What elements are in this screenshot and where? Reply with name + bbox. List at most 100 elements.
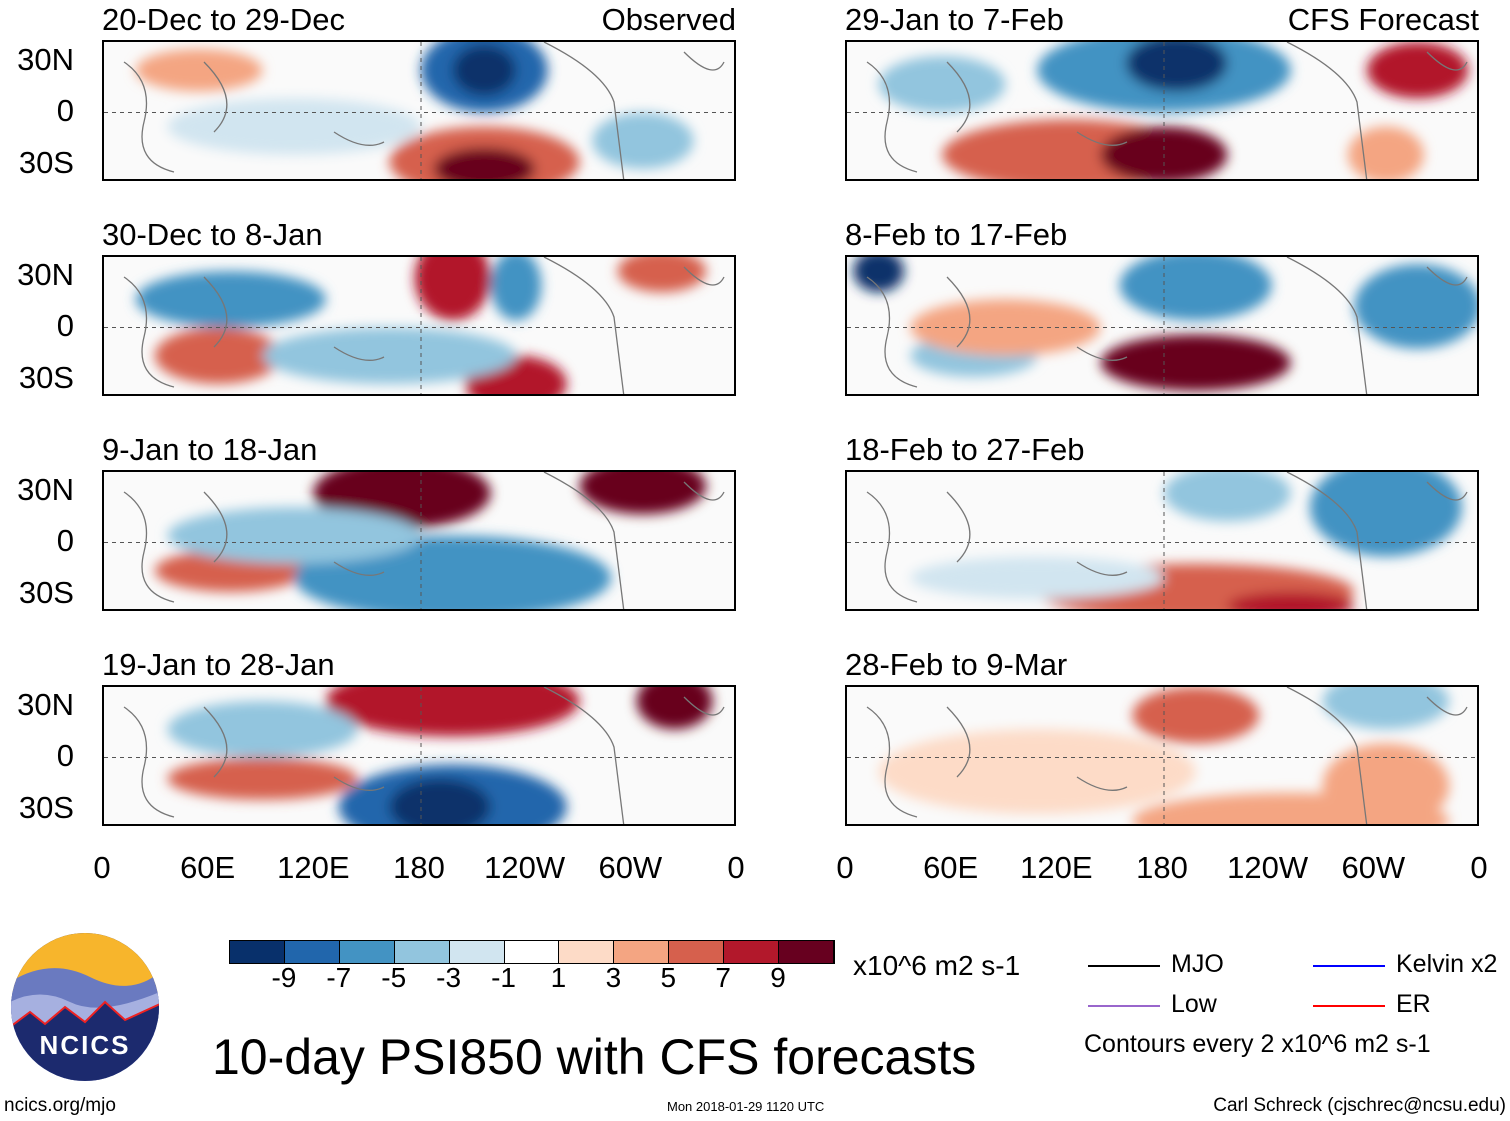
map-panel bbox=[845, 685, 1479, 826]
lon-tick-label: 120W bbox=[1227, 850, 1309, 885]
map-panel bbox=[102, 470, 736, 611]
coastline bbox=[123, 687, 725, 824]
anomaly-region bbox=[167, 701, 358, 758]
colorbar-swatch bbox=[669, 941, 725, 963]
anomaly-region bbox=[154, 327, 282, 384]
map-panel bbox=[102, 685, 736, 826]
colorbar-tick-label: 7 bbox=[715, 962, 731, 993]
lat-tick-label: 30S bbox=[18, 790, 74, 825]
colorbar-swatch bbox=[284, 941, 340, 963]
anomaly-region bbox=[617, 257, 707, 293]
colorbar-swatch bbox=[614, 941, 670, 963]
panel-title: 29-Jan to 7-Feb bbox=[845, 2, 1064, 37]
coastline bbox=[123, 42, 725, 179]
colorbar-swatch bbox=[230, 941, 285, 963]
lon-tick-label: 60E bbox=[180, 850, 236, 885]
legend-label: ER bbox=[1396, 990, 1431, 1018]
legend-line bbox=[1313, 1005, 1385, 1007]
legend-line bbox=[1088, 965, 1160, 967]
lat-tick-label: 0 bbox=[56, 93, 74, 128]
anomaly-region bbox=[452, 44, 517, 96]
legend-label: Low bbox=[1171, 990, 1217, 1018]
panel-title: 30-Dec to 8-Jan bbox=[102, 217, 323, 252]
anomaly-region bbox=[433, 147, 536, 179]
anomaly-region bbox=[414, 257, 491, 321]
legend-line bbox=[1313, 965, 1385, 967]
anomaly-region bbox=[1366, 42, 1469, 99]
colorbar-tick-label: 5 bbox=[660, 962, 677, 993]
panel-title: 9-Jan to 18-Jan bbox=[102, 432, 318, 467]
lon-tick-label: 120W bbox=[484, 850, 566, 885]
panel-title: 8-Feb to 17-Feb bbox=[845, 217, 1068, 252]
lon-tick-label: 120E bbox=[1020, 850, 1093, 885]
lat-tick-label: 30N bbox=[17, 472, 74, 507]
colorbar-tick-label: -7 bbox=[326, 962, 352, 993]
panel-title: 20-Dec to 29-Dec bbox=[102, 2, 345, 37]
colorbar-swatch bbox=[449, 941, 505, 963]
lat-tick-label: 30S bbox=[18, 360, 74, 395]
legend: MJO Kelvin x2 Low ER bbox=[1085, 950, 1505, 1050]
lat-tick-label: 0 bbox=[56, 738, 74, 773]
lat-tick-label: 30N bbox=[17, 42, 74, 77]
lon-tick-label: 60W bbox=[598, 850, 663, 885]
anomaly-region bbox=[325, 687, 580, 737]
lat-tick-label: 30S bbox=[18, 575, 74, 610]
colorbar-tick-label: -1 bbox=[491, 962, 516, 993]
anomaly-region bbox=[1309, 472, 1462, 557]
colorbar-swatch bbox=[339, 941, 395, 963]
anomaly-region bbox=[262, 327, 517, 384]
anomaly-region bbox=[878, 729, 1196, 814]
anomaly-region bbox=[167, 757, 358, 800]
legend-label: MJO bbox=[1171, 950, 1224, 978]
lat-tick-label: 30S bbox=[18, 145, 74, 180]
legend-label: Kelvin x2 bbox=[1396, 950, 1498, 978]
colorbar-swatch bbox=[724, 941, 780, 963]
map-panel bbox=[102, 40, 736, 181]
anomaly-region bbox=[910, 556, 1164, 599]
anomaly-region bbox=[1227, 591, 1355, 609]
lon-tick-label: 60W bbox=[1341, 850, 1406, 885]
map-panel bbox=[102, 255, 736, 396]
anomaly-region bbox=[1347, 126, 1424, 179]
lon-tick-label: 0 bbox=[727, 850, 745, 885]
colorbar-swatch bbox=[559, 941, 615, 963]
anomaly-region bbox=[910, 299, 1101, 356]
colorbar-tick-label: -5 bbox=[381, 962, 407, 993]
map-panel bbox=[845, 255, 1479, 396]
ncics-logo: NCICS bbox=[10, 932, 160, 1082]
anomaly-region bbox=[1119, 257, 1272, 321]
contour-note: Contours every 2 x10^6 m2 s-1 bbox=[1084, 1030, 1431, 1058]
colorbar-tick-label: -3 bbox=[436, 962, 462, 993]
coastline bbox=[866, 42, 1468, 179]
colorbar-tick-label: 3 bbox=[605, 962, 622, 993]
lon-tick-label: 0 bbox=[1470, 850, 1488, 885]
colorbar-swatch bbox=[779, 941, 834, 963]
footer-timestamp: Mon 2018-01-29 1120 UTC bbox=[667, 1099, 825, 1114]
panel-title: 18-Feb to 27-Feb bbox=[845, 432, 1085, 467]
coastline bbox=[123, 472, 725, 609]
footer-site-link[interactable]: ncics.org/mjo bbox=[4, 1095, 116, 1116]
column-label: Observed bbox=[601, 2, 736, 37]
colorbar-swatch bbox=[394, 941, 450, 963]
anomaly-region bbox=[135, 271, 326, 328]
colorbar-tick-label: -9 bbox=[271, 962, 297, 993]
anomaly-region bbox=[636, 687, 713, 730]
anomaly-region bbox=[1132, 687, 1260, 744]
anomaly-region bbox=[1100, 126, 1228, 179]
lat-tick-label: 30N bbox=[17, 257, 74, 292]
panel-title: 28-Feb to 9-Mar bbox=[845, 647, 1068, 682]
legend-line bbox=[1088, 1005, 1160, 1007]
lon-tick-label: 180 bbox=[1136, 850, 1188, 885]
units-label: x10^6 m2 s-1 bbox=[853, 950, 1021, 981]
anomaly-region bbox=[1125, 42, 1228, 92]
colorbar-swatch bbox=[504, 941, 560, 963]
lon-tick-label: 60E bbox=[923, 850, 979, 885]
panel-title: 19-Jan to 28-Jan bbox=[102, 647, 335, 682]
main-title: 10-day PSI850 with CFS forecasts bbox=[212, 1029, 977, 1085]
anomaly-region bbox=[878, 56, 1006, 113]
anomaly-region bbox=[1322, 743, 1450, 824]
anomaly-region bbox=[167, 507, 421, 564]
colorbar bbox=[229, 940, 835, 964]
lon-tick-label: 120E bbox=[277, 850, 350, 885]
coastline bbox=[866, 472, 1468, 609]
